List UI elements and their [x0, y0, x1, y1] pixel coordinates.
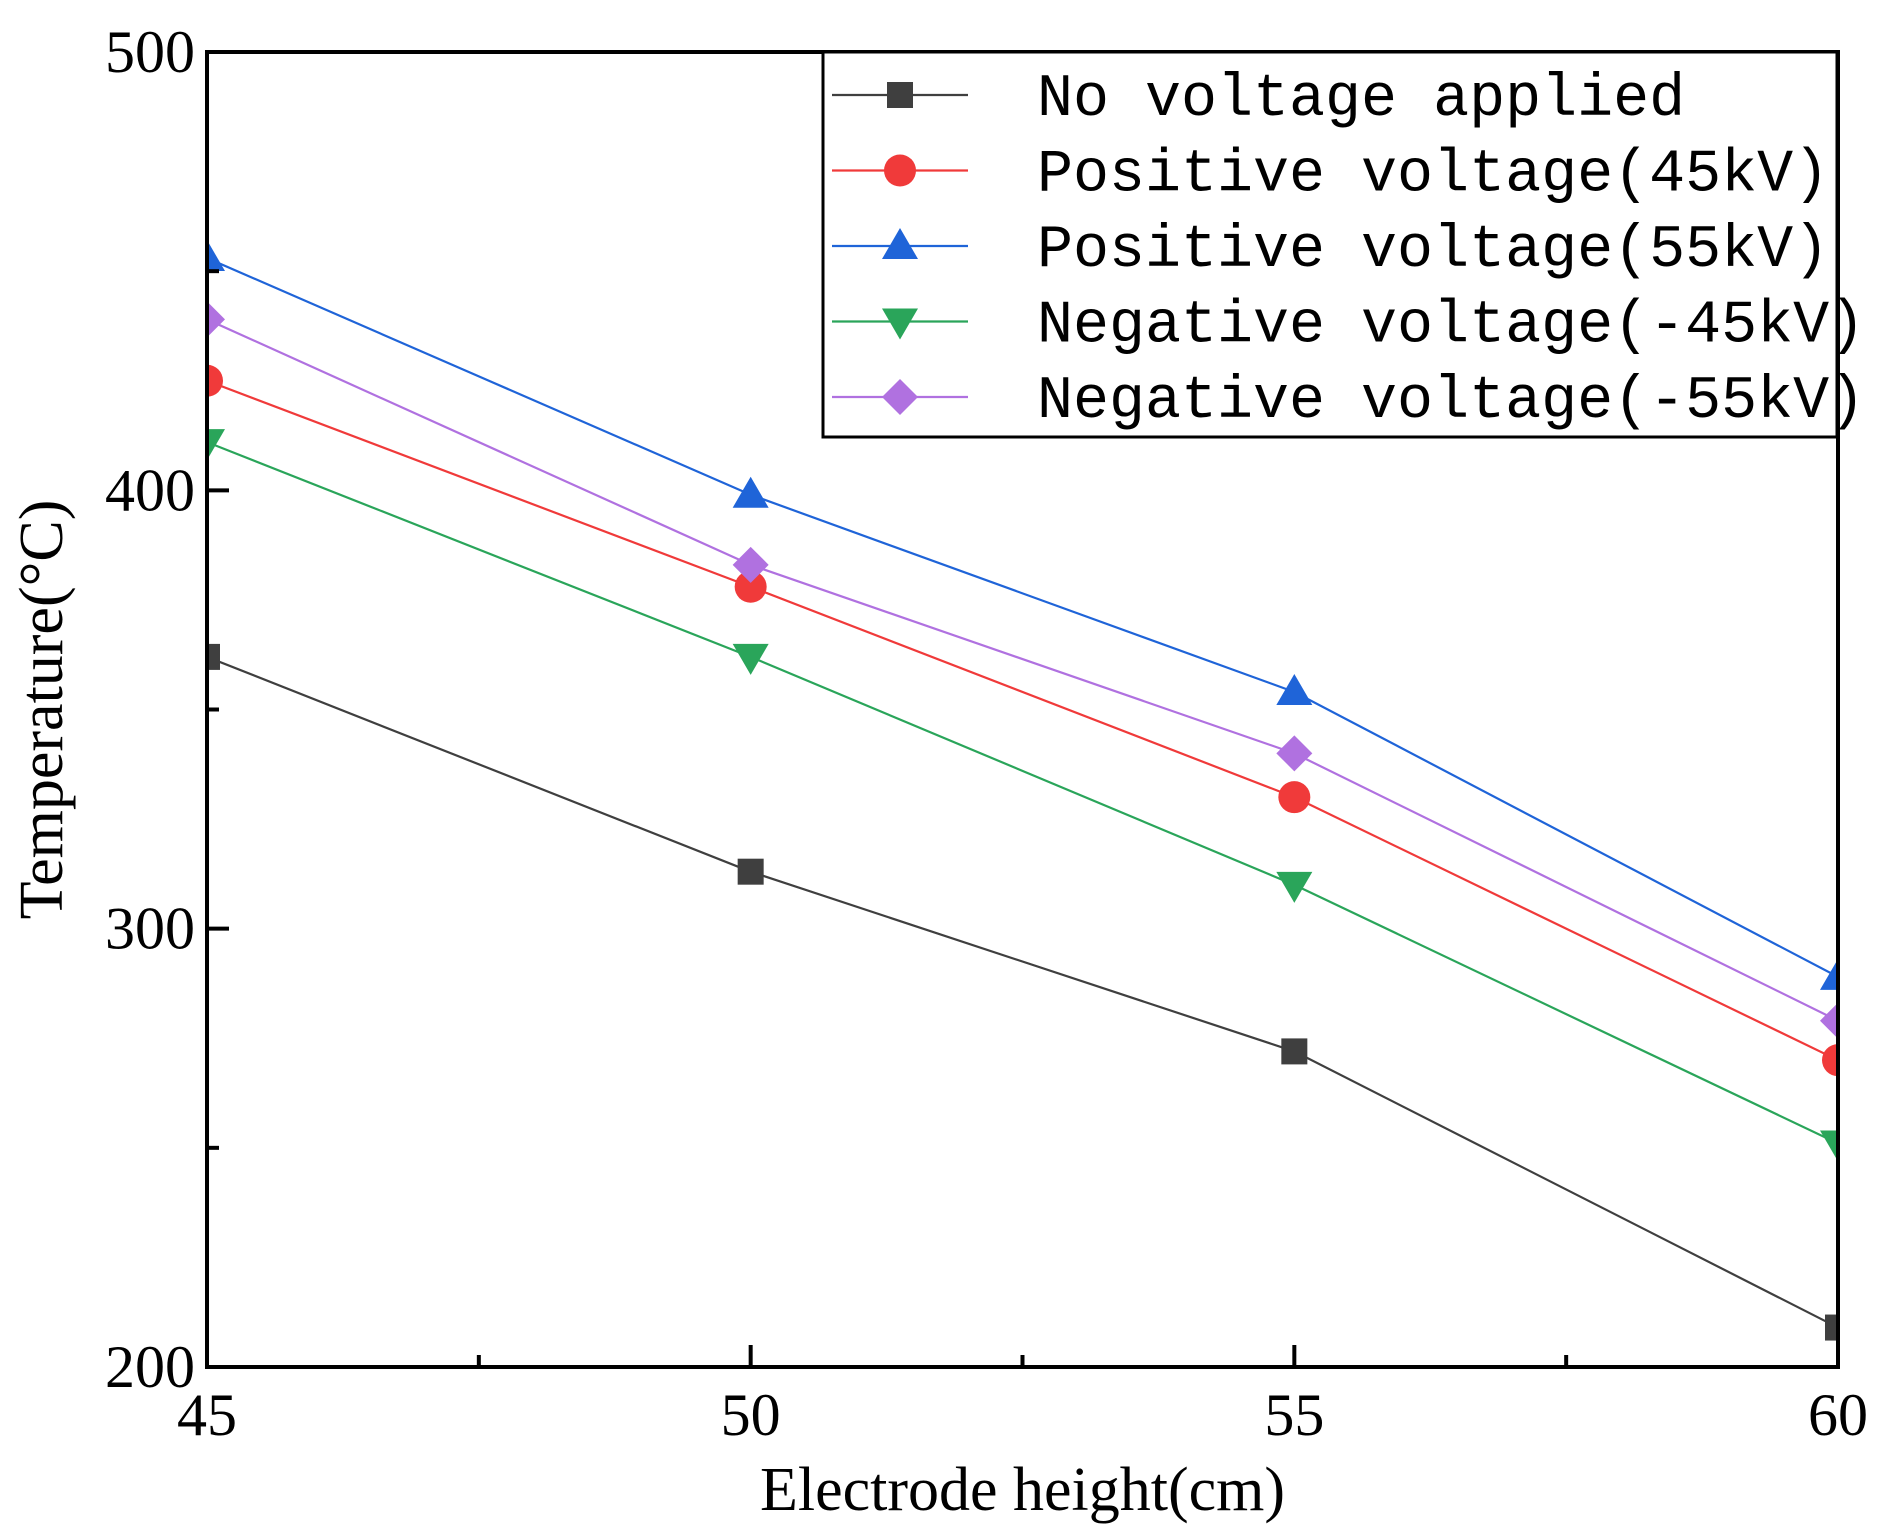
- data-point: [1276, 673, 1313, 705]
- series-square: [207, 643, 1838, 1341]
- data-point: [1820, 1002, 1838, 1039]
- data-point: [1278, 781, 1311, 814]
- data-point: [207, 240, 225, 272]
- legend-entry: Negative voltage(-55kV): [832, 368, 1865, 436]
- series-line: [207, 379, 1838, 1062]
- data-point: [734, 570, 767, 603]
- legend-entry: No voltage applied: [832, 66, 1685, 134]
- legend-marker: [887, 82, 913, 108]
- series-triangle-down: [207, 429, 1838, 1162]
- data-point: [732, 546, 769, 583]
- legend-box: [821, 50, 1839, 439]
- y-tick-label: 400: [105, 457, 195, 523]
- legend-entry: Positive voltage(45kV): [832, 142, 1829, 210]
- x-axis-title: Electrode height(cm): [760, 1456, 1285, 1524]
- series-line: [207, 655, 1838, 1329]
- legend-marker: [884, 154, 916, 187]
- legend-entry: Positive voltage(55kV): [832, 217, 1829, 285]
- data-point: [1281, 1038, 1308, 1065]
- x-tick-label: 55: [1264, 1382, 1324, 1448]
- data-point: [207, 429, 225, 461]
- series-layer: [207, 240, 1838, 1341]
- data-point: [207, 364, 223, 397]
- data-point: [1820, 958, 1838, 990]
- legend-entry: Negative voltage(-45kV): [832, 293, 1865, 361]
- legend-label: Negative voltage(-45kV): [1037, 293, 1865, 361]
- y-axis-title: Temperature(°C): [8, 500, 76, 920]
- legend-label: Positive voltage(45kV): [1037, 142, 1829, 210]
- data-point: [1822, 1044, 1838, 1077]
- y-tick-label: 300: [105, 896, 195, 962]
- data-point: [737, 858, 764, 885]
- x-tick-label: 60: [1808, 1382, 1868, 1448]
- legend-marker: [882, 308, 918, 340]
- y-tick-label: 500: [105, 19, 195, 85]
- series-line: [207, 441, 1838, 1145]
- legend-label: Positive voltage(55kV): [1037, 217, 1829, 285]
- series-triangle-up: [207, 240, 1838, 990]
- data-point: [1825, 1314, 1838, 1341]
- series-line: [207, 318, 1838, 1022]
- legend-label: No voltage applied: [1037, 66, 1685, 134]
- legend-marker: [882, 228, 918, 259]
- x-tick-label: 45: [177, 1382, 237, 1448]
- legend: No voltage applied Positive voltage(45kV)…: [821, 50, 1865, 439]
- x-tick-label: 50: [721, 1382, 781, 1448]
- series-diamond: [207, 301, 1838, 1039]
- series-circle: [207, 364, 1838, 1077]
- series-line: [207, 257, 1838, 978]
- data-point: [207, 643, 220, 670]
- data-point: [1276, 735, 1313, 772]
- data-point: [1276, 871, 1313, 903]
- y-tick-label: 200: [105, 1334, 195, 1400]
- data-point: [1820, 1130, 1838, 1162]
- data-point: [207, 301, 225, 338]
- legend-label: Negative voltage(-55kV): [1037, 368, 1865, 436]
- data-point: [732, 476, 769, 508]
- data-point: [732, 643, 769, 675]
- legend-marker: [882, 379, 918, 415]
